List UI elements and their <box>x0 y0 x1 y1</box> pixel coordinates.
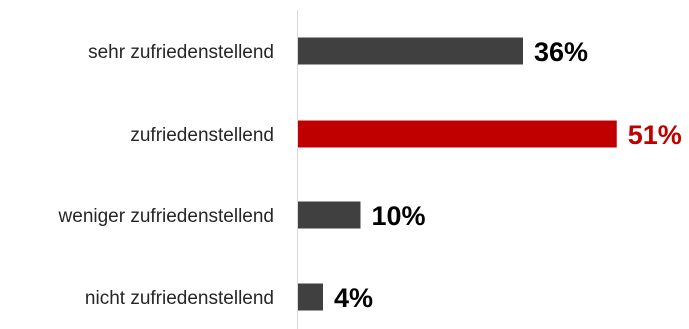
category-label-4: nicht zufriedenstellend <box>85 288 274 309</box>
value-label-2: 51% <box>628 120 682 150</box>
category-label-3: weniger zufriedenstellend <box>58 206 274 227</box>
category-label-1: sehr zufriedenstellend <box>88 42 274 63</box>
bar-4 <box>298 283 323 311</box>
value-labels-group: 36% 51% 10% 4% <box>334 37 682 313</box>
bar-3 <box>298 201 361 229</box>
bar-2 <box>298 120 617 148</box>
value-label-1: 36% <box>534 37 588 67</box>
bars-group <box>298 37 617 311</box>
value-label-3: 10% <box>372 201 426 231</box>
bar-1 <box>298 37 523 65</box>
category-labels-group: sehr zufriedenstellend zufriedenstellend w… <box>58 42 274 309</box>
value-label-4: 4% <box>334 283 373 313</box>
category-label-2: zufriedenstellend <box>130 125 274 146</box>
